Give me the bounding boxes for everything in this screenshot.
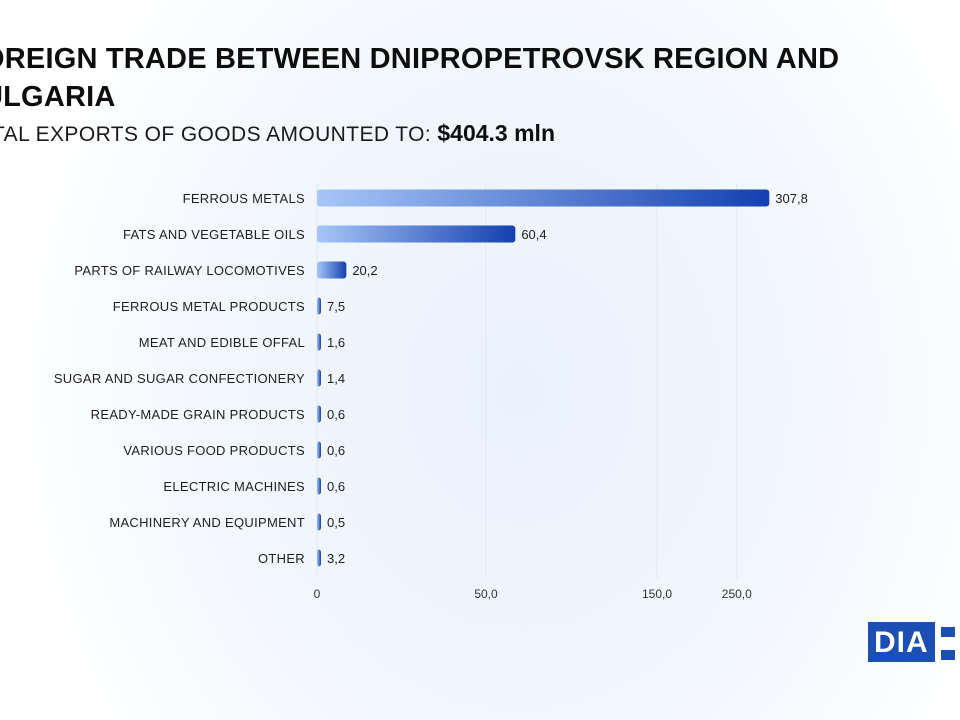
bar [317, 405, 321, 423]
bar [317, 297, 321, 315]
bar [317, 441, 321, 459]
value-label: 7,5 [327, 299, 345, 314]
bar [317, 333, 321, 351]
value-label: 0,6 [327, 479, 345, 494]
bars [317, 189, 770, 567]
category-label: READY-MADE GRAIN PRODUCTS [91, 407, 305, 422]
bar [317, 261, 347, 279]
bar [317, 225, 516, 243]
category-label: PARTS OF RAILWAY LOCOMOTIVES [74, 263, 305, 278]
value-label: 0,6 [327, 443, 345, 458]
x-tick-label: 250,0 [722, 587, 752, 601]
value-label: 1,6 [327, 335, 345, 350]
x-tick-label: 150,0 [642, 587, 672, 601]
x-tick-label: 50,0 [474, 587, 498, 601]
value-label: 0,6 [327, 407, 345, 422]
bar [317, 477, 321, 495]
bar [317, 189, 770, 207]
category-label: OTHER [258, 551, 305, 566]
bar [317, 513, 321, 531]
chart-title: OREIGN TRADE BETWEEN DNIPROPETROVSK REGI… [0, 43, 840, 113]
value-label: 1,4 [327, 371, 345, 386]
bar [317, 549, 321, 567]
value-label: 307,8 [775, 191, 808, 206]
value-label: 3,2 [327, 551, 345, 566]
grid-lines [316, 184, 738, 578]
category-label: MACHINERY AND EQUIPMENT [109, 515, 305, 530]
category-label: ELECTRIC MACHINES [163, 479, 305, 494]
bar [317, 369, 321, 387]
labels: 0 50,0 150,0 250,0 FERROUS METALS 307,8 FATS A… [54, 191, 808, 601]
subtitle-text: TAL EXPORTS OF GOODS AMOUNTED TO: [0, 123, 432, 146]
logo-mark [940, 623, 959, 661]
value-label: 20,2 [352, 263, 377, 278]
category-label: MEAT AND EDIBLE OFFAL [139, 335, 305, 350]
value-label: 0,5 [327, 515, 345, 530]
logo-text: DIA [868, 622, 935, 662]
category-label: SUGAR AND SUGAR CONFECTIONERY [54, 371, 305, 386]
dia-logo: DIA [868, 622, 959, 662]
category-label: FATS AND VEGETABLE OILS [123, 227, 305, 242]
total-amount: $404.3 mln [437, 120, 555, 146]
value-label: 60,4 [521, 227, 546, 242]
category-label: FERROUS METALS [183, 191, 305, 206]
category-label: VARIOUS FOOD PRODUCTS [123, 443, 305, 458]
x-tick-label: 0 [314, 587, 321, 601]
category-label: FERROUS METAL PRODUCTS [113, 299, 305, 314]
chart-subtitle: TAL EXPORTS OF GOODS AMOUNTED TO: $404.3… [0, 120, 555, 147]
